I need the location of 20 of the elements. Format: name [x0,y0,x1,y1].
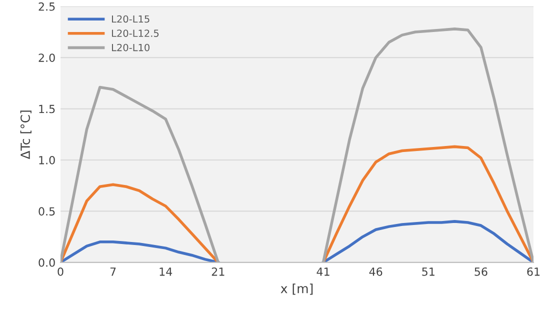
x-tick-label: 51 [422,268,434,276]
y-tick-label: 2.0 [38,54,55,62]
x-tick-label: 56 [474,267,488,276]
legend-label: L20-L12.5 [112,30,159,37]
y-tick-label: 2.5 [38,2,55,11]
x-axis-title: x [m] [280,284,313,295]
x-tick-label: 14 [160,268,172,276]
x-tick-label: 41 [316,268,330,276]
y-tick-label: 0.5 [38,207,55,216]
legend-label: L20-L10 [112,44,150,52]
x-tick-label: 46 [369,267,382,276]
x-tick-label: 7 [110,268,116,276]
y-tick-label: 1.0 [39,156,55,164]
y-axis-title: ΔTc [°C] [20,110,32,160]
x-tick-label: 61 [527,267,540,276]
y-tick-label: 0.0 [38,258,55,267]
x-tick-label: 0 [58,267,64,276]
x-tick-label: 21 [212,267,224,276]
y-tick-label: 1.5 [39,104,55,114]
legend-label: L20-L15 [112,15,150,23]
